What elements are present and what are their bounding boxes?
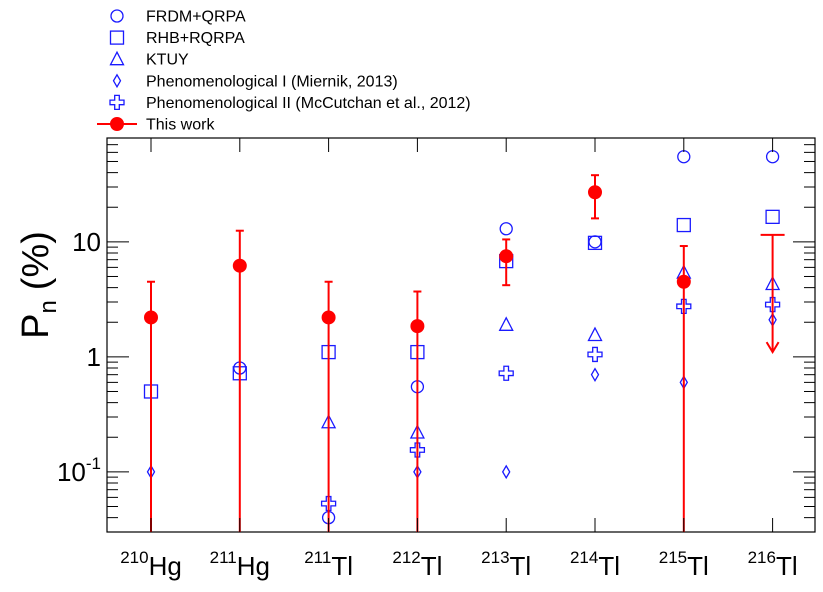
legend-label-this-work: This work (146, 117, 215, 134)
x-category-label: 216Tl (748, 548, 798, 581)
this-work-point (321, 310, 336, 325)
upper-limit-arrow-icon (765, 341, 780, 355)
frdm-qrpa-point (588, 235, 602, 249)
phenomenological-ii-mccutchan-et-al-2012-point (498, 365, 514, 381)
rhb-rqrpa-point (765, 209, 780, 224)
phenomenological-ii-mccutchan-et-al-2012-point (676, 298, 692, 314)
x-category-label: 215Tl (659, 548, 709, 581)
this-work-point (588, 185, 602, 200)
y-axis-label: Pn(%) (15, 231, 62, 339)
ktuy-point (587, 326, 603, 342)
ktuy-point (498, 316, 514, 331)
phenomenological-i-miernik-2013-point (590, 367, 600, 382)
legend-label-rhb-rqrpa: RHB+RQRPA (146, 30, 245, 47)
y-tick-label: 10 (72, 227, 101, 257)
this-work-point (676, 274, 691, 289)
x-category-label: 213Tl (481, 548, 531, 581)
x-category-label: 210Hg (120, 548, 182, 581)
legend-label-frdm-qrpa: FRDM+QRPA (146, 9, 246, 26)
legend-label-phenomenological-i-miernik-2013: Phenomenological I (Miernik, 2013) (146, 73, 398, 90)
this-work-point (144, 310, 158, 325)
x-category-label: 211Hg (210, 548, 270, 581)
legend-marker-phenomenological-ii-mccutchan-et-al-2012 (109, 94, 125, 111)
phenomenological-i-miernik-2013-point (501, 464, 511, 480)
x-category-label: 214Tl (570, 548, 620, 581)
this-work-point (232, 258, 247, 273)
phenomenological-ii-mccutchan-et-al-2012-point (764, 296, 781, 313)
axes: 10-1 1 10 210Hg 211Hg 211Tl 212Tl 213Tl 214Tl 215… (57, 137, 815, 581)
this-work-point (410, 319, 425, 334)
phenomenological-ii-mccutchan-et-al-2012-point (409, 442, 426, 458)
legend-marker-frdm-qrpa (110, 9, 124, 23)
rhb-rqrpa-point (587, 235, 603, 251)
y-tick-label: 10-1 (57, 454, 101, 487)
plot-frame (106, 137, 816, 533)
x-category-label: 211Tl (304, 548, 353, 581)
plot-frame-box (106, 137, 816, 533)
y-tick-label: 1 (87, 342, 101, 372)
legend-label-phenomenological-ii-mccutchan-et-al-2012: Phenomenological II (McCutchan et al., 2… (146, 95, 471, 112)
legend: FRDM+QRPA RHB+RQRPA KTUY Phenomenological I… (97, 9, 471, 134)
legend-marker-this-work (110, 117, 124, 131)
x-category-label: 212Tl (392, 548, 442, 581)
data-layer (143, 150, 785, 532)
legend-marker-phenomenological-i-miernik-2013 (112, 73, 122, 89)
phenomenological-ii-mccutchan-et-al-2012-point (320, 495, 337, 512)
this-work-point (499, 249, 514, 264)
legend-marker-ktuy (109, 50, 125, 66)
legend-marker-rhb-rqrpa (109, 30, 125, 45)
rhb-rqrpa-point (676, 217, 691, 233)
frdm-qrpa-point (765, 150, 780, 164)
frdm-qrpa-point (499, 222, 513, 236)
frdm-qrpa-point (677, 150, 691, 164)
phenomenological-ii-mccutchan-et-al-2012-point (587, 346, 603, 363)
legend-label-ktuy: KTUY (146, 52, 189, 69)
